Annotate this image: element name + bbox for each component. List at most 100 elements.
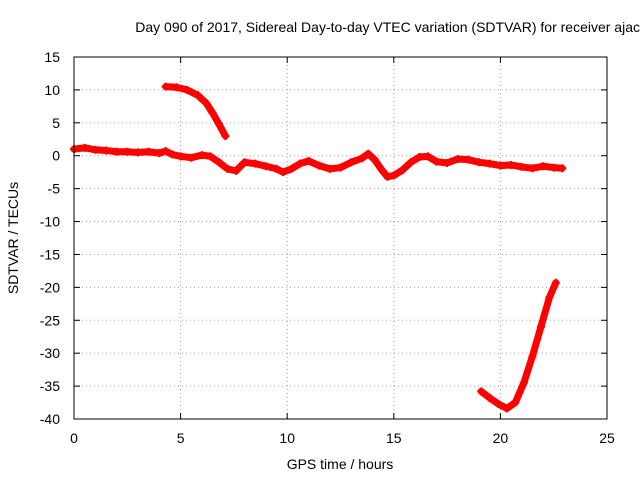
data-point	[464, 155, 473, 164]
data-point	[295, 159, 304, 168]
data-point	[197, 151, 206, 160]
data-point	[315, 161, 324, 170]
data-point	[364, 149, 373, 158]
x-tick-label: 0	[70, 430, 78, 446]
data-point	[475, 158, 484, 167]
data-point	[304, 156, 313, 165]
data-point	[287, 164, 296, 173]
data-point	[240, 158, 249, 167]
data-point	[443, 158, 452, 167]
y-tick-label: 0	[52, 148, 60, 164]
data-point	[251, 159, 260, 168]
data-point	[549, 163, 558, 172]
y-tick-label: -30	[40, 345, 60, 361]
data-point	[357, 154, 366, 163]
x-axis-label: GPS time / hours	[287, 456, 394, 472]
data-point	[161, 82, 170, 91]
data-point	[406, 158, 415, 167]
data-point	[511, 398, 520, 407]
data-point	[172, 83, 181, 92]
data-point	[193, 91, 202, 100]
y-tick-label: -10	[40, 214, 60, 230]
data-point	[123, 147, 132, 156]
grid-lines	[74, 57, 607, 419]
y-tick-label: 5	[52, 115, 60, 131]
data-point	[415, 153, 424, 162]
plot-frame	[73, 56, 608, 420]
series-lower-arc	[477, 278, 560, 413]
data-point	[539, 162, 548, 171]
data-point	[101, 146, 110, 155]
data-point	[377, 164, 386, 173]
series-upper-arc	[161, 82, 230, 140]
data-point	[347, 158, 356, 167]
data-point	[325, 164, 334, 173]
data-point	[485, 159, 494, 168]
x-tick-label: 20	[493, 430, 509, 446]
data-point	[214, 120, 223, 129]
data-point	[453, 155, 462, 164]
data-point	[502, 404, 511, 413]
axis-ticks: 0 5 10 15 20 25 15 10 5 0 -5 -10 -15 -20 -25 -30 -35 -40	[40, 49, 615, 446]
x-tick-label: 25	[599, 430, 615, 446]
data-point	[485, 393, 494, 402]
data-point	[477, 387, 486, 396]
data-point	[278, 168, 287, 177]
chart-title: Day 090 of 2017, Sidereal Day-to-day VTE…	[135, 19, 640, 35]
data-point	[494, 399, 503, 408]
data-point	[528, 164, 537, 173]
data-point	[545, 293, 554, 302]
data-point	[206, 152, 215, 161]
data-point	[176, 152, 185, 161]
data-point	[507, 160, 516, 169]
data-point	[432, 157, 441, 166]
data-point	[519, 378, 528, 387]
x-tick-label: 10	[279, 430, 295, 446]
series-trace	[162, 83, 229, 140]
y-tick-label: -15	[40, 246, 60, 262]
data-point	[187, 153, 196, 162]
y-axis-label: SDTVAR / TECUs	[5, 182, 21, 294]
data-point	[168, 150, 177, 159]
data-point	[182, 85, 191, 94]
y-tick-label: 10	[44, 82, 60, 98]
data-point	[551, 278, 560, 287]
data-point	[261, 162, 270, 171]
y-tick-label: 15	[44, 49, 60, 65]
data-point	[208, 108, 217, 117]
data-point	[202, 99, 211, 108]
data-point	[423, 152, 432, 161]
y-tick-label: -35	[40, 378, 60, 394]
data-point	[91, 145, 100, 154]
data-point	[528, 352, 537, 361]
data-point	[389, 171, 398, 180]
data-point	[221, 131, 230, 140]
data-point	[398, 166, 407, 175]
data-point	[517, 162, 526, 171]
y-tick-label: -40	[40, 411, 60, 427]
data-point	[144, 147, 153, 156]
y-tick-label: -25	[40, 312, 60, 328]
data-series	[70, 82, 567, 413]
data-point	[370, 155, 379, 164]
series-trace	[477, 279, 560, 412]
data-point	[496, 161, 505, 170]
data-point	[161, 147, 170, 156]
series-main-band	[70, 143, 567, 181]
data-point	[112, 147, 121, 156]
data-point	[155, 149, 164, 158]
data-point	[133, 148, 142, 157]
data-point	[272, 164, 281, 173]
data-point	[214, 158, 223, 167]
data-point	[383, 172, 392, 181]
y-tick-label: -5	[48, 181, 61, 197]
data-point	[223, 164, 232, 173]
data-point	[336, 163, 345, 172]
data-point	[232, 166, 241, 175]
x-tick-label: 15	[386, 430, 402, 446]
data-point	[558, 164, 567, 173]
data-point	[80, 143, 89, 152]
data-point	[536, 322, 545, 331]
y-tick-label: -20	[40, 279, 60, 295]
